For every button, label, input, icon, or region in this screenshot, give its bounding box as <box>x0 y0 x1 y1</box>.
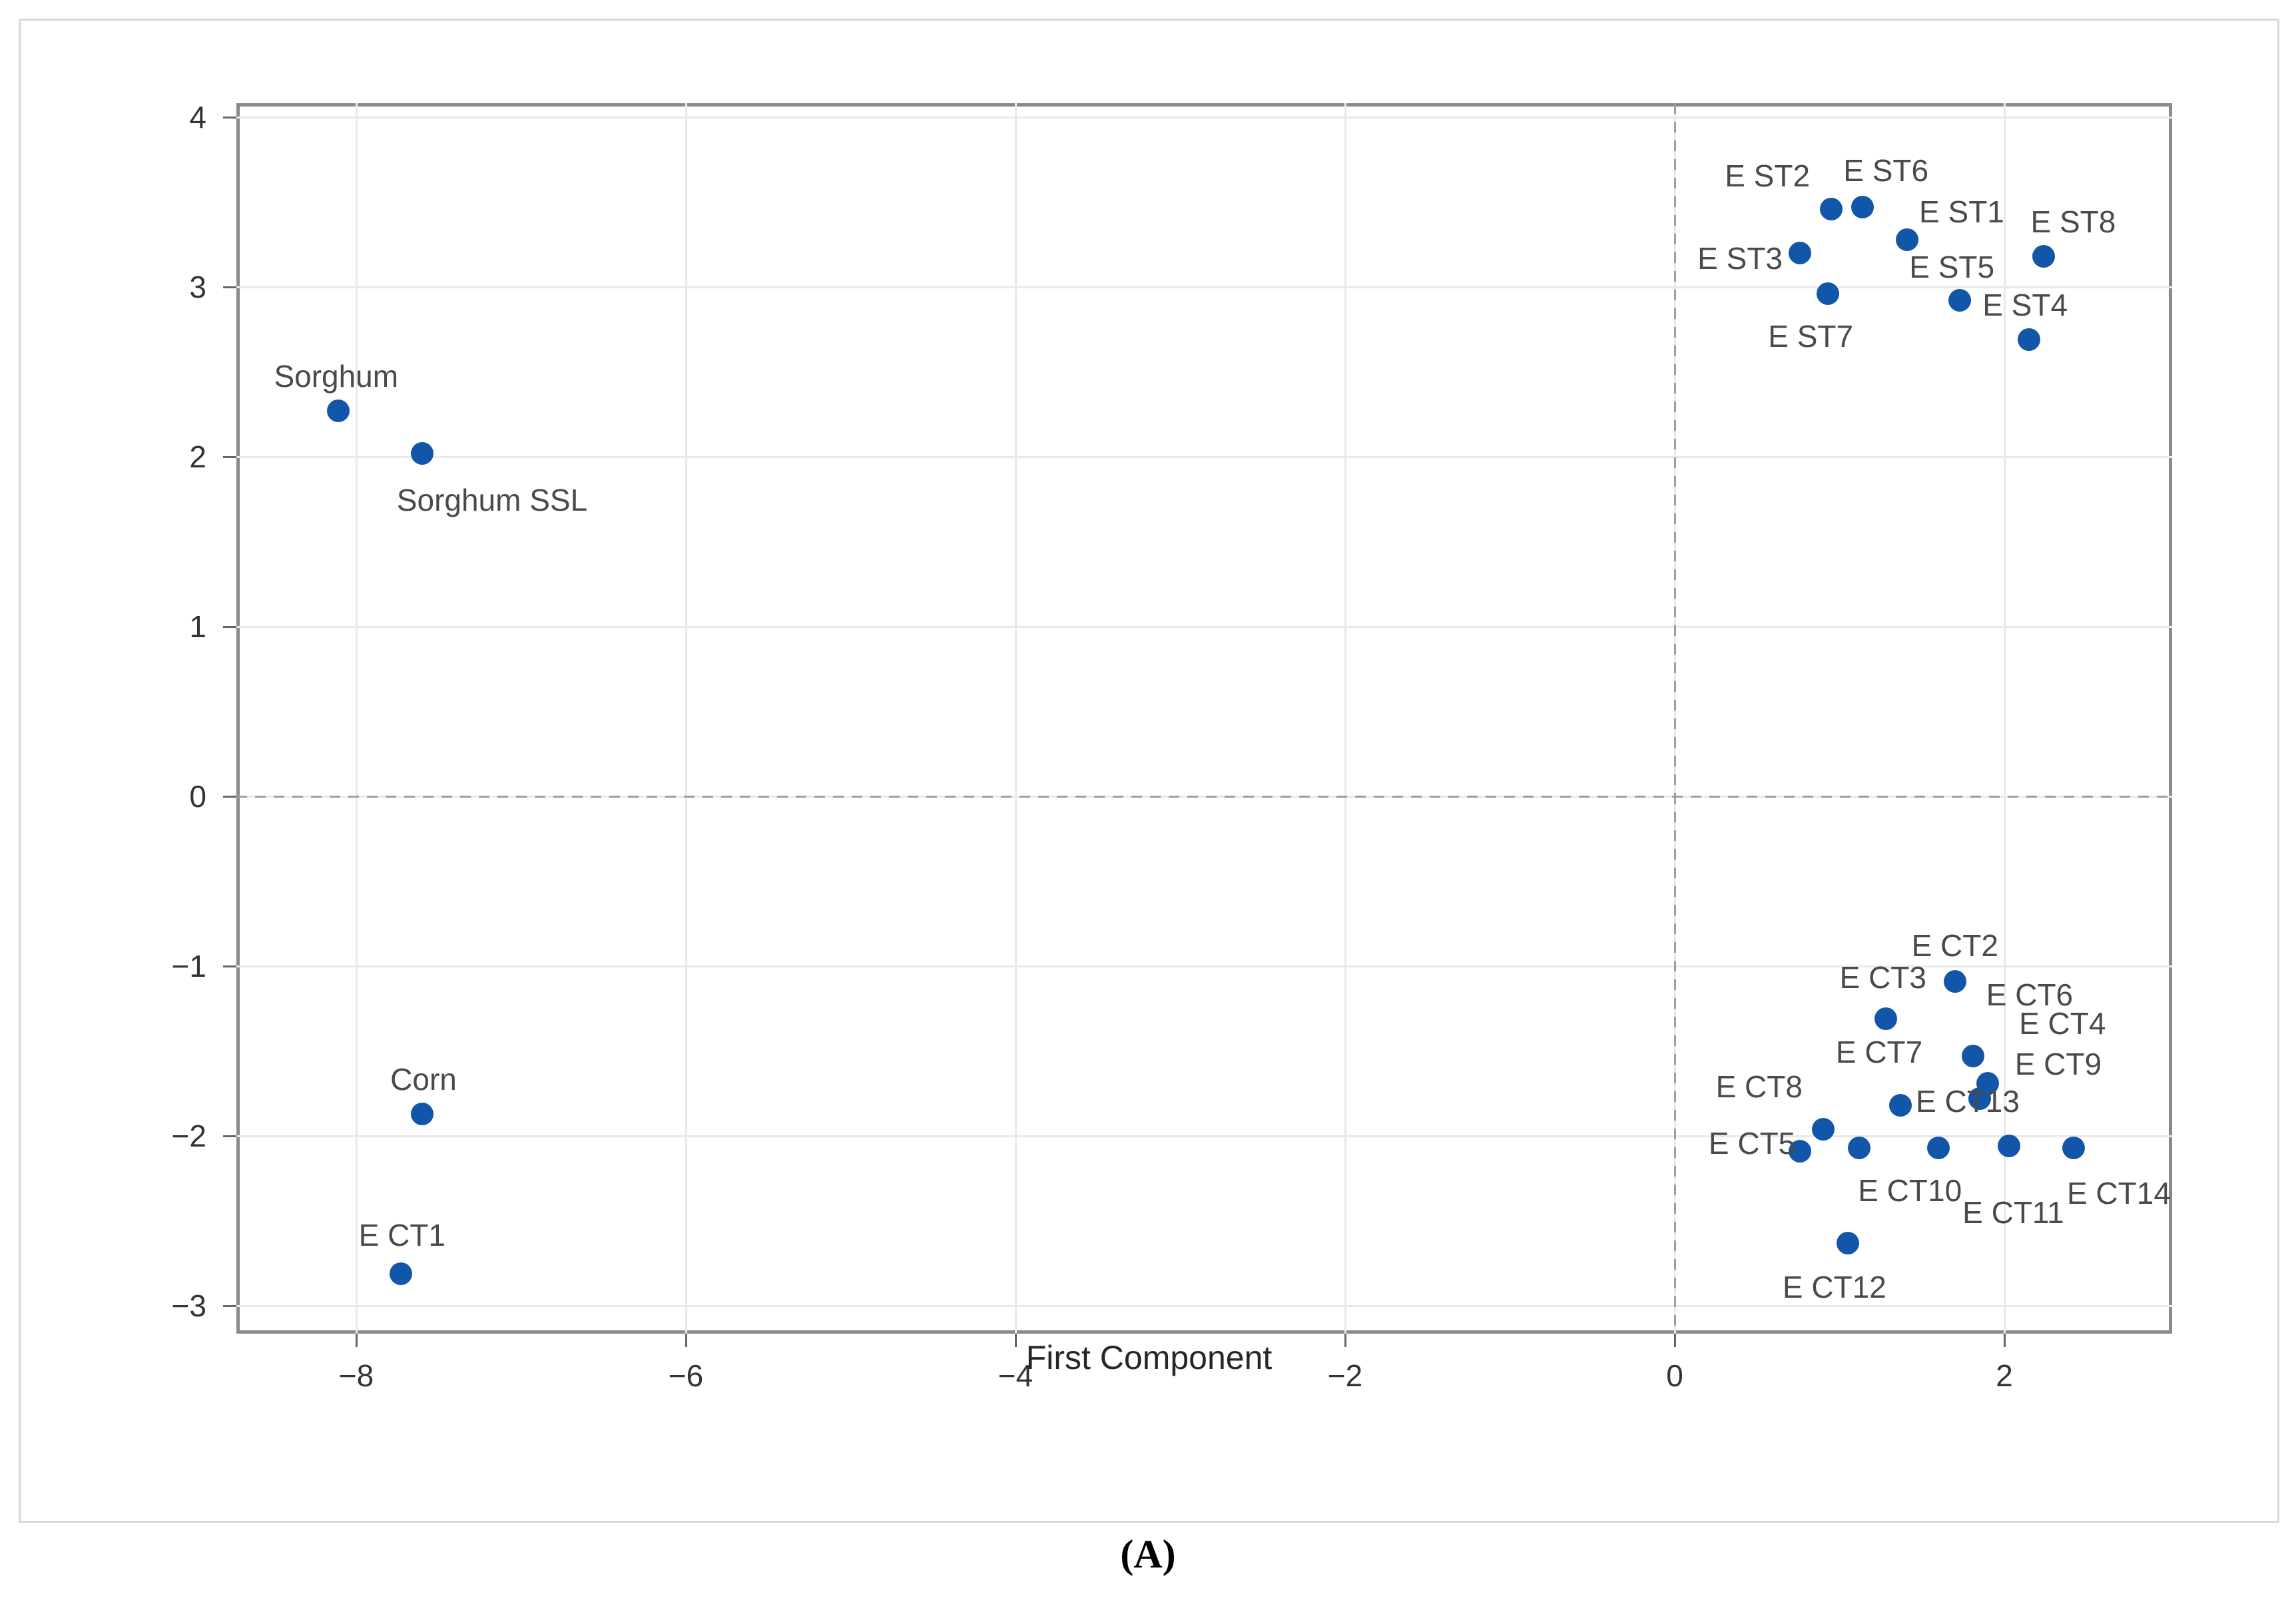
x-tick-mark <box>355 1334 358 1347</box>
y-tick-mark <box>223 1135 236 1137</box>
y-tick-label: 3 <box>189 270 206 304</box>
data-point <box>1789 242 1812 264</box>
data-point <box>1848 1136 1871 1159</box>
y-gridline <box>236 286 2172 288</box>
x-gridline <box>685 103 687 1334</box>
y-gridline <box>236 1135 2172 1137</box>
x-tick-mark <box>1014 1334 1017 1347</box>
x-gridline <box>2003 103 2006 1334</box>
y-tick-label: 4 <box>189 100 206 134</box>
point-label: E CT11 <box>1962 1195 2064 1230</box>
x-tick-label: −8 <box>338 1358 374 1393</box>
y-tick-label: 1 <box>189 609 206 644</box>
point-label: E CT1 <box>358 1217 445 1252</box>
x-tick-mark <box>685 1334 687 1347</box>
point-label: Sorghum SSL <box>396 482 588 517</box>
x-axis-title: First Component <box>1025 1339 1273 1376</box>
x-tick-mark <box>2003 1334 2006 1347</box>
data-point <box>2062 1136 2085 1159</box>
x-gridline <box>355 103 358 1334</box>
point-label: Sorghum <box>274 359 399 394</box>
y-gridline <box>236 1304 2172 1307</box>
y-gridline <box>236 116 2172 119</box>
point-label: Corn <box>390 1061 457 1097</box>
y-tick-mark <box>223 625 236 628</box>
data-point <box>1811 1117 1835 1141</box>
x-tick-mark <box>1344 1334 1346 1347</box>
point-label: E CT8 <box>1715 1069 1803 1104</box>
point-label: E CT3 <box>1839 960 1926 995</box>
y-gridline <box>236 455 2172 458</box>
data-point <box>1889 1094 1912 1117</box>
point-label: E CT14 <box>2066 1175 2171 1210</box>
point-label: E CT4 <box>2019 1005 2106 1041</box>
data-point <box>389 1262 412 1285</box>
point-label: E ST4 <box>1982 288 2068 323</box>
x0-dashed-reference-line <box>1673 103 1676 1334</box>
x-gridline <box>1344 103 1346 1334</box>
y-tick-mark <box>223 455 236 458</box>
data-point <box>1789 1139 1812 1163</box>
data-point <box>1874 1007 1897 1031</box>
figure-caption: (A) <box>1120 1532 1176 1576</box>
y-tick-label: 0 <box>189 779 206 814</box>
data-point <box>1961 1045 1984 1068</box>
data-point <box>1851 196 1874 219</box>
y-tick-mark <box>223 1304 236 1307</box>
data-point <box>1817 282 1840 306</box>
data-point <box>1927 1136 1950 1159</box>
y-tick-mark <box>223 286 236 288</box>
y-tick-label: −2 <box>171 1119 206 1153</box>
point-label: E CT13 <box>1916 1083 2020 1119</box>
y-tick-label: −1 <box>171 949 206 983</box>
point-label: E CT10 <box>1858 1173 1962 1208</box>
y-tick-mark <box>223 965 236 967</box>
y-gridline <box>236 625 2172 628</box>
x-gridline <box>1014 103 1017 1334</box>
data-point <box>2018 328 2041 352</box>
y0-dashed-reference-line <box>236 795 2172 798</box>
data-point <box>411 441 433 465</box>
data-point <box>1943 969 1966 993</box>
y-tick-label: 2 <box>189 439 206 474</box>
point-label: E ST8 <box>2030 204 2116 240</box>
point-label: E ST3 <box>1697 241 1783 276</box>
y-gridline <box>236 965 2172 967</box>
point-label: E ST2 <box>1725 158 1811 193</box>
x-tick-mark <box>1673 1334 1676 1347</box>
x-tick-label: 0 <box>1666 1358 1683 1393</box>
x-tick-label: −4 <box>998 1358 1033 1393</box>
point-label: E ST6 <box>1843 153 1929 188</box>
data-point <box>411 1102 433 1125</box>
y-tick-label: −3 <box>171 1288 206 1323</box>
point-label: E ST7 <box>1768 319 1854 354</box>
point-label: E CT7 <box>1835 1035 1923 1070</box>
data-point <box>1836 1231 1859 1254</box>
data-point <box>326 400 350 423</box>
point-label: E ST5 <box>1909 250 1995 285</box>
data-point <box>1895 228 1918 251</box>
x-tick-label: −2 <box>1327 1358 1363 1393</box>
y-tick-mark <box>223 795 236 798</box>
data-point <box>1968 1087 1991 1110</box>
point-label: E CT5 <box>1708 1125 1796 1161</box>
point-label: E CT2 <box>1911 928 1998 963</box>
y-tick-mark <box>223 116 236 119</box>
data-point <box>1998 1135 2021 1158</box>
x-tick-label: −6 <box>668 1358 704 1393</box>
x-tick-label: 2 <box>1996 1358 2013 1393</box>
point-label: E CT6 <box>1986 977 2074 1013</box>
point-label: E CT9 <box>2014 1046 2102 1081</box>
data-point <box>2032 245 2056 268</box>
data-point <box>1820 197 1843 220</box>
point-label: E ST1 <box>1919 194 2004 229</box>
data-point <box>1948 289 1972 312</box>
point-label: E CT12 <box>1782 1269 1886 1304</box>
